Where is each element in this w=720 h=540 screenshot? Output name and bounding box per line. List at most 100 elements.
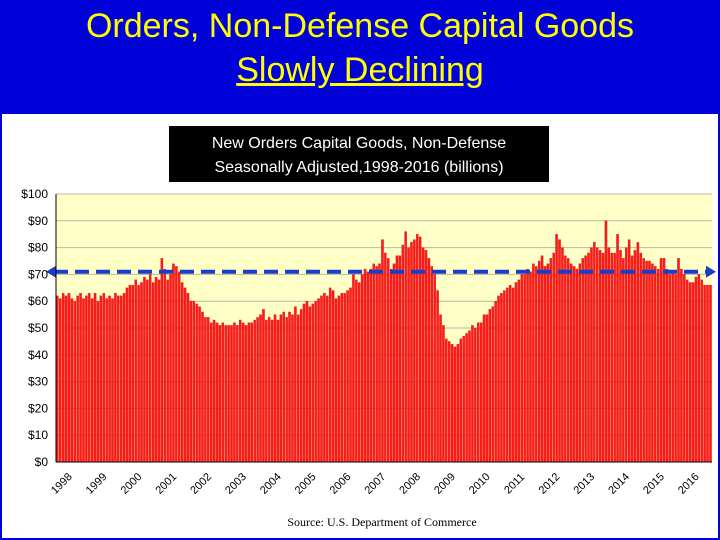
- bar: [233, 322, 236, 463]
- bar: [151, 282, 155, 463]
- bar: [186, 293, 190, 463]
- bar: [546, 263, 550, 463]
- bar: [253, 319, 256, 463]
- x-tick-label: 2005: [293, 471, 319, 497]
- bar: [172, 263, 175, 463]
- bar: [488, 309, 492, 463]
- bar: [566, 258, 570, 463]
- bar: [450, 343, 454, 463]
- x-tick-label: 1999: [84, 471, 110, 497]
- bar: [625, 247, 628, 463]
- bar: [503, 290, 506, 463]
- bar: [317, 298, 320, 463]
- x-tick-label: 2002: [188, 471, 214, 497]
- chart-panel: $0 $10 $20 $30 $40 $50 $60 $70 $80 $90 $100 1998 199…: [2, 114, 718, 538]
- y-tick-label: $50: [28, 321, 48, 335]
- bar: [471, 325, 474, 463]
- bar: [555, 234, 558, 463]
- bar: [668, 274, 672, 463]
- y-tick-label: $20: [28, 401, 48, 415]
- y-tick-label: $90: [28, 214, 48, 228]
- x-tick-label: 2006: [328, 471, 354, 497]
- bar: [238, 319, 242, 463]
- bar: [421, 247, 425, 463]
- bar: [532, 263, 535, 463]
- x-tick-label: 2001: [153, 471, 179, 497]
- bar: [607, 247, 611, 463]
- bar: [262, 309, 265, 463]
- bar: [584, 255, 587, 463]
- bar: [685, 279, 689, 463]
- bar: [569, 263, 573, 463]
- bar: [131, 285, 135, 463]
- bar: [337, 295, 341, 463]
- bar: [128, 285, 132, 463]
- bar: [82, 298, 85, 463]
- bar: [494, 301, 497, 463]
- bar: [604, 220, 608, 463]
- bar: [357, 282, 361, 463]
- bar: [207, 317, 210, 463]
- bar: [270, 319, 274, 463]
- bar: [410, 242, 413, 463]
- bar: [285, 317, 288, 463]
- bar: [407, 247, 410, 463]
- bar: [93, 293, 97, 463]
- bar: [462, 335, 465, 463]
- bar: [549, 258, 553, 463]
- y-tick-label: $0: [35, 455, 49, 469]
- bar: [424, 250, 428, 463]
- reference-arrow-right: [706, 265, 716, 278]
- bar: [198, 306, 201, 463]
- bar: [294, 306, 297, 463]
- bar: [535, 266, 538, 463]
- bar: [709, 285, 712, 463]
- bar: [76, 295, 79, 463]
- bar: [146, 279, 149, 463]
- bar: [430, 266, 434, 463]
- bar: [401, 244, 405, 463]
- slide-header: Orders, Non-Defense Capital Goods Slowly…: [0, 0, 720, 112]
- y-tick-label: $100: [21, 187, 48, 201]
- bar: [227, 325, 230, 463]
- bar: [79, 293, 82, 463]
- bar: [552, 252, 555, 463]
- bar: [476, 322, 480, 463]
- x-tick-label: 2003: [223, 471, 249, 497]
- bar: [619, 250, 622, 463]
- bar: [169, 274, 172, 463]
- y-tick-label: $10: [28, 428, 48, 442]
- bar: [688, 282, 692, 463]
- bar: [511, 287, 515, 463]
- bar: [279, 314, 283, 463]
- bar: [314, 301, 317, 463]
- slide-subtitle-text: Slowly Declining: [236, 51, 484, 89]
- bar: [395, 255, 399, 463]
- bar: [543, 266, 547, 463]
- bar: [308, 306, 312, 463]
- bar: [282, 311, 286, 463]
- bar: [230, 325, 233, 463]
- bar: [633, 250, 637, 463]
- bar: [323, 293, 326, 463]
- bar: [90, 298, 94, 463]
- bar: [195, 303, 198, 463]
- bar: [677, 258, 680, 463]
- bar: [85, 295, 88, 463]
- bar: [610, 252, 614, 463]
- bar: [105, 298, 108, 463]
- bar: [465, 333, 468, 463]
- bar: [445, 338, 448, 463]
- bar: [111, 298, 114, 463]
- bar: [61, 293, 65, 463]
- bar: [680, 268, 683, 463]
- bar: [250, 322, 254, 463]
- bar: [372, 263, 375, 463]
- bar: [178, 271, 181, 463]
- chart-title-box: New Orders Capital Goods, Non-Defense Se…: [169, 126, 549, 182]
- bar: [526, 268, 529, 463]
- x-tick-label: 2007: [362, 471, 388, 497]
- bar: [456, 343, 460, 463]
- bar: [433, 274, 436, 463]
- x-tick-label: 2004: [258, 471, 284, 497]
